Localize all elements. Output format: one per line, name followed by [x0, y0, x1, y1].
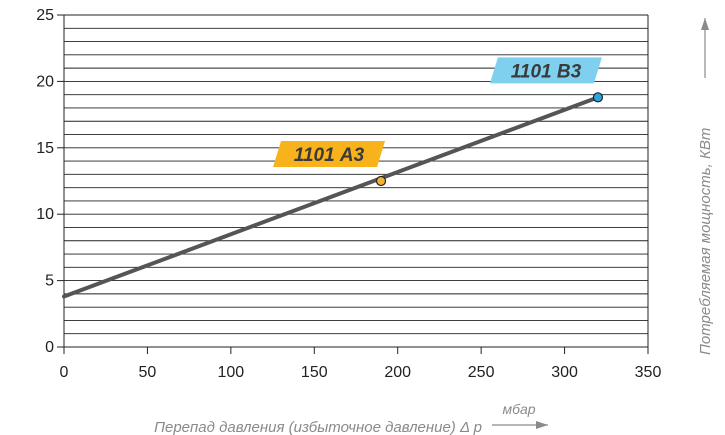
y-tick-label: 25 — [36, 7, 54, 24]
series-layer — [62, 95, 600, 299]
y-axis-arrow — [701, 18, 709, 78]
x-tick-label: 0 — [60, 364, 69, 381]
data-point-marker — [592, 92, 604, 103]
data-point-marker — [375, 175, 387, 187]
x-axis-label: Перепад давления (избыточное давление) Δ… — [154, 419, 482, 435]
annotations: 1101 А3 1101 В3 — [273, 57, 604, 187]
y-tick-label: 0 — [45, 339, 54, 356]
x-axis-unit: мбар — [502, 401, 535, 417]
point-tag: 1101 В3 — [489, 57, 602, 84]
x-tick-label: 150 — [301, 364, 328, 381]
x-tick-label: 250 — [468, 364, 495, 381]
y-tick-label: 20 — [36, 73, 54, 90]
x-tick-label: 300 — [551, 364, 578, 381]
tag-label: 1101 А3 — [294, 145, 365, 166]
x-tick-label: 350 — [635, 364, 662, 381]
point-tag: 1101 А3 — [273, 141, 386, 167]
tag-label: 1101 В3 — [511, 61, 582, 82]
y-axis-label: Потребляемая мощность, КВт — [697, 128, 714, 355]
tag-background — [273, 141, 386, 167]
x-tick-label: 100 — [218, 364, 245, 381]
x-tick-label: 200 — [384, 364, 411, 381]
y-tick-label: 15 — [36, 140, 54, 157]
y-tick-label: 10 — [36, 206, 54, 223]
x-tick-label: 50 — [139, 364, 157, 381]
x-axis-arrow — [492, 421, 548, 429]
series-line — [62, 95, 600, 299]
tag-background — [489, 57, 602, 84]
y-tick-label: 5 — [45, 273, 54, 290]
